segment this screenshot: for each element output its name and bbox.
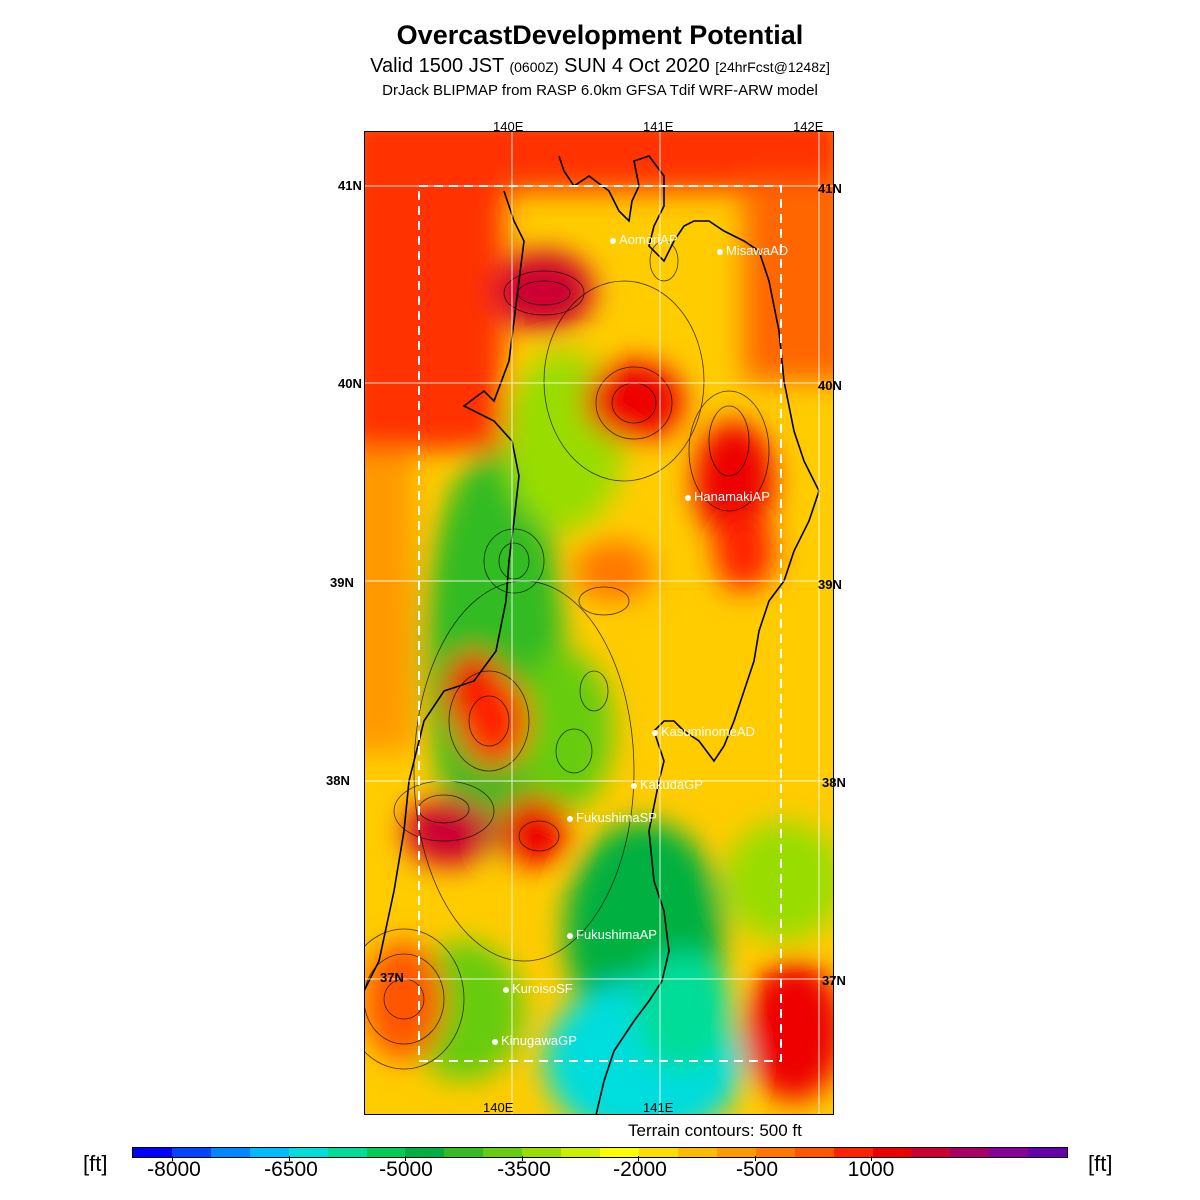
colorbar-label: 1000 <box>847 1158 895 1181</box>
station-dot-icon <box>492 1038 498 1045</box>
lat-label-41n-right: 41N <box>818 181 842 196</box>
station-label: FukushimaAP <box>576 927 657 942</box>
colorbar-swatch <box>794 1148 834 1157</box>
valid-time-utc: (0600Z) <box>509 59 559 75</box>
colorbar-tick <box>289 1156 290 1161</box>
colorbar-swatch <box>444 1148 484 1157</box>
station-marker[interactable]: HanamakiAP <box>685 489 770 504</box>
colorbar-swatch <box>522 1148 562 1157</box>
station-dot-icon <box>717 248 723 255</box>
colorbar <box>132 1147 1068 1158</box>
colorbar-tick <box>755 1156 756 1161</box>
station-label: KasuminomeAD <box>661 724 755 739</box>
station-marker[interactable]: KinugawaGP <box>492 1033 577 1048</box>
colorbar-swatch <box>1028 1148 1068 1157</box>
station-label: FukushimaSP <box>576 810 657 825</box>
terrain-contour-note: Terrain contours: 500 ft <box>628 1121 802 1140</box>
valid-time-line: Valid 1500 JST (0600Z) SUN 4 Oct 2020 [2… <box>0 55 1200 78</box>
lat-label-40n-right: 40N <box>818 378 842 393</box>
valid-time-date: SUN 4 Oct 2020 <box>558 55 716 77</box>
lon-label-140e-top: 140E <box>493 119 524 134</box>
colorbar-swatch <box>989 1148 1029 1157</box>
colorbar-swatch <box>171 1148 211 1157</box>
station-dot-icon <box>503 986 509 993</box>
colorbar-swatch <box>677 1148 717 1157</box>
colorbar-label: -3500 <box>497 1158 551 1181</box>
colorbar-unit-left: [ft] <box>83 1151 108 1176</box>
colorbar-swatch <box>950 1148 990 1157</box>
lat-label-38n-left: 38N <box>326 773 350 788</box>
colorbar-tick <box>638 1156 639 1161</box>
map-title: OvercastDevelopment Potential <box>396 20 804 50</box>
lat-label-39n-right: 39N <box>818 577 842 592</box>
colorbar-label: -500 <box>735 1158 779 1181</box>
colorbar-label: -2000 <box>613 1158 667 1181</box>
colorbar-label: -8000 <box>147 1158 201 1181</box>
colorbar-swatch <box>405 1148 445 1157</box>
forecast-run: [24hrFcst@1248z] <box>715 59 830 75</box>
station-label: KinugawaGP <box>501 1033 577 1048</box>
colorbar-swatch <box>366 1148 406 1157</box>
lat-label-40n-left: 40N <box>338 376 362 391</box>
lon-label-141e-bottom: 141E <box>643 1100 674 1115</box>
lat-label-37n-left: 37N <box>380 970 404 985</box>
lon-label-142e-top: 142E <box>793 119 824 134</box>
lon-label-140e-bottom: 140E <box>483 1100 514 1115</box>
colorbar-swatch <box>755 1148 795 1157</box>
colorbar-tick <box>172 1156 173 1161</box>
colorbar-swatch <box>716 1148 756 1157</box>
station-marker[interactable]: KakudaGP <box>631 777 703 792</box>
station-dot-icon <box>652 729 658 736</box>
station-label: AomoriAP <box>619 232 678 247</box>
colorbar-tick <box>871 1156 872 1161</box>
colorbar-swatch <box>833 1148 873 1157</box>
valid-time-a: Valid 1500 JST <box>370 55 510 77</box>
station-marker[interactable]: FukushimaSP <box>567 810 657 825</box>
colorbar-swatch <box>872 1148 912 1157</box>
colorbar-label: -5000 <box>379 1158 433 1181</box>
lat-label-41n-left: 41N <box>338 178 362 193</box>
colorbar-label: -6500 <box>264 1158 318 1181</box>
station-dot-icon <box>567 932 573 939</box>
lat-label-38n-right: 38N <box>822 775 846 790</box>
station-dot-icon <box>685 494 691 501</box>
colorbar-swatch <box>483 1148 523 1157</box>
colorbar-swatch <box>911 1148 951 1157</box>
lon-label-141e-top: 141E <box>643 119 674 134</box>
station-label: KuroisoSF <box>512 981 573 996</box>
station-label: KakudaGP <box>640 777 703 792</box>
station-marker[interactable]: AomoriAP <box>610 232 678 247</box>
model-description: DrJack BLIPMAP from RASP 6.0km GFSA Tdif… <box>382 82 818 99</box>
station-dot-icon <box>567 815 573 822</box>
station-marker[interactable]: FukushimaAP <box>567 927 657 942</box>
colorbar-swatch <box>561 1148 601 1157</box>
colorbar-swatch <box>638 1148 678 1157</box>
station-dot-icon <box>631 782 637 789</box>
colorbar-swatch <box>249 1148 289 1157</box>
colorbar-unit-right: [ft] <box>1088 1151 1113 1176</box>
colorbar-tick <box>522 1156 523 1161</box>
colorbar-swatch <box>327 1148 367 1157</box>
colorbar-swatch <box>600 1148 639 1157</box>
station-marker[interactable]: MisawaAD <box>717 243 788 258</box>
forecast-map <box>364 131 834 1115</box>
colorbar-swatch <box>133 1148 172 1157</box>
colorbar-swatch <box>288 1148 328 1157</box>
station-dot-icon <box>610 237 616 244</box>
colorbar-swatch <box>210 1148 250 1157</box>
lat-label-37n-right: 37N <box>822 973 846 988</box>
station-label: MisawaAD <box>726 243 789 258</box>
station-marker[interactable]: KuroisoSF <box>503 981 573 996</box>
lat-label-39n-left: 39N <box>330 575 354 590</box>
station-label: HanamakiAP <box>694 489 770 504</box>
colorbar-tick <box>405 1156 406 1161</box>
station-marker[interactable]: KasuminomeAD <box>652 724 755 739</box>
